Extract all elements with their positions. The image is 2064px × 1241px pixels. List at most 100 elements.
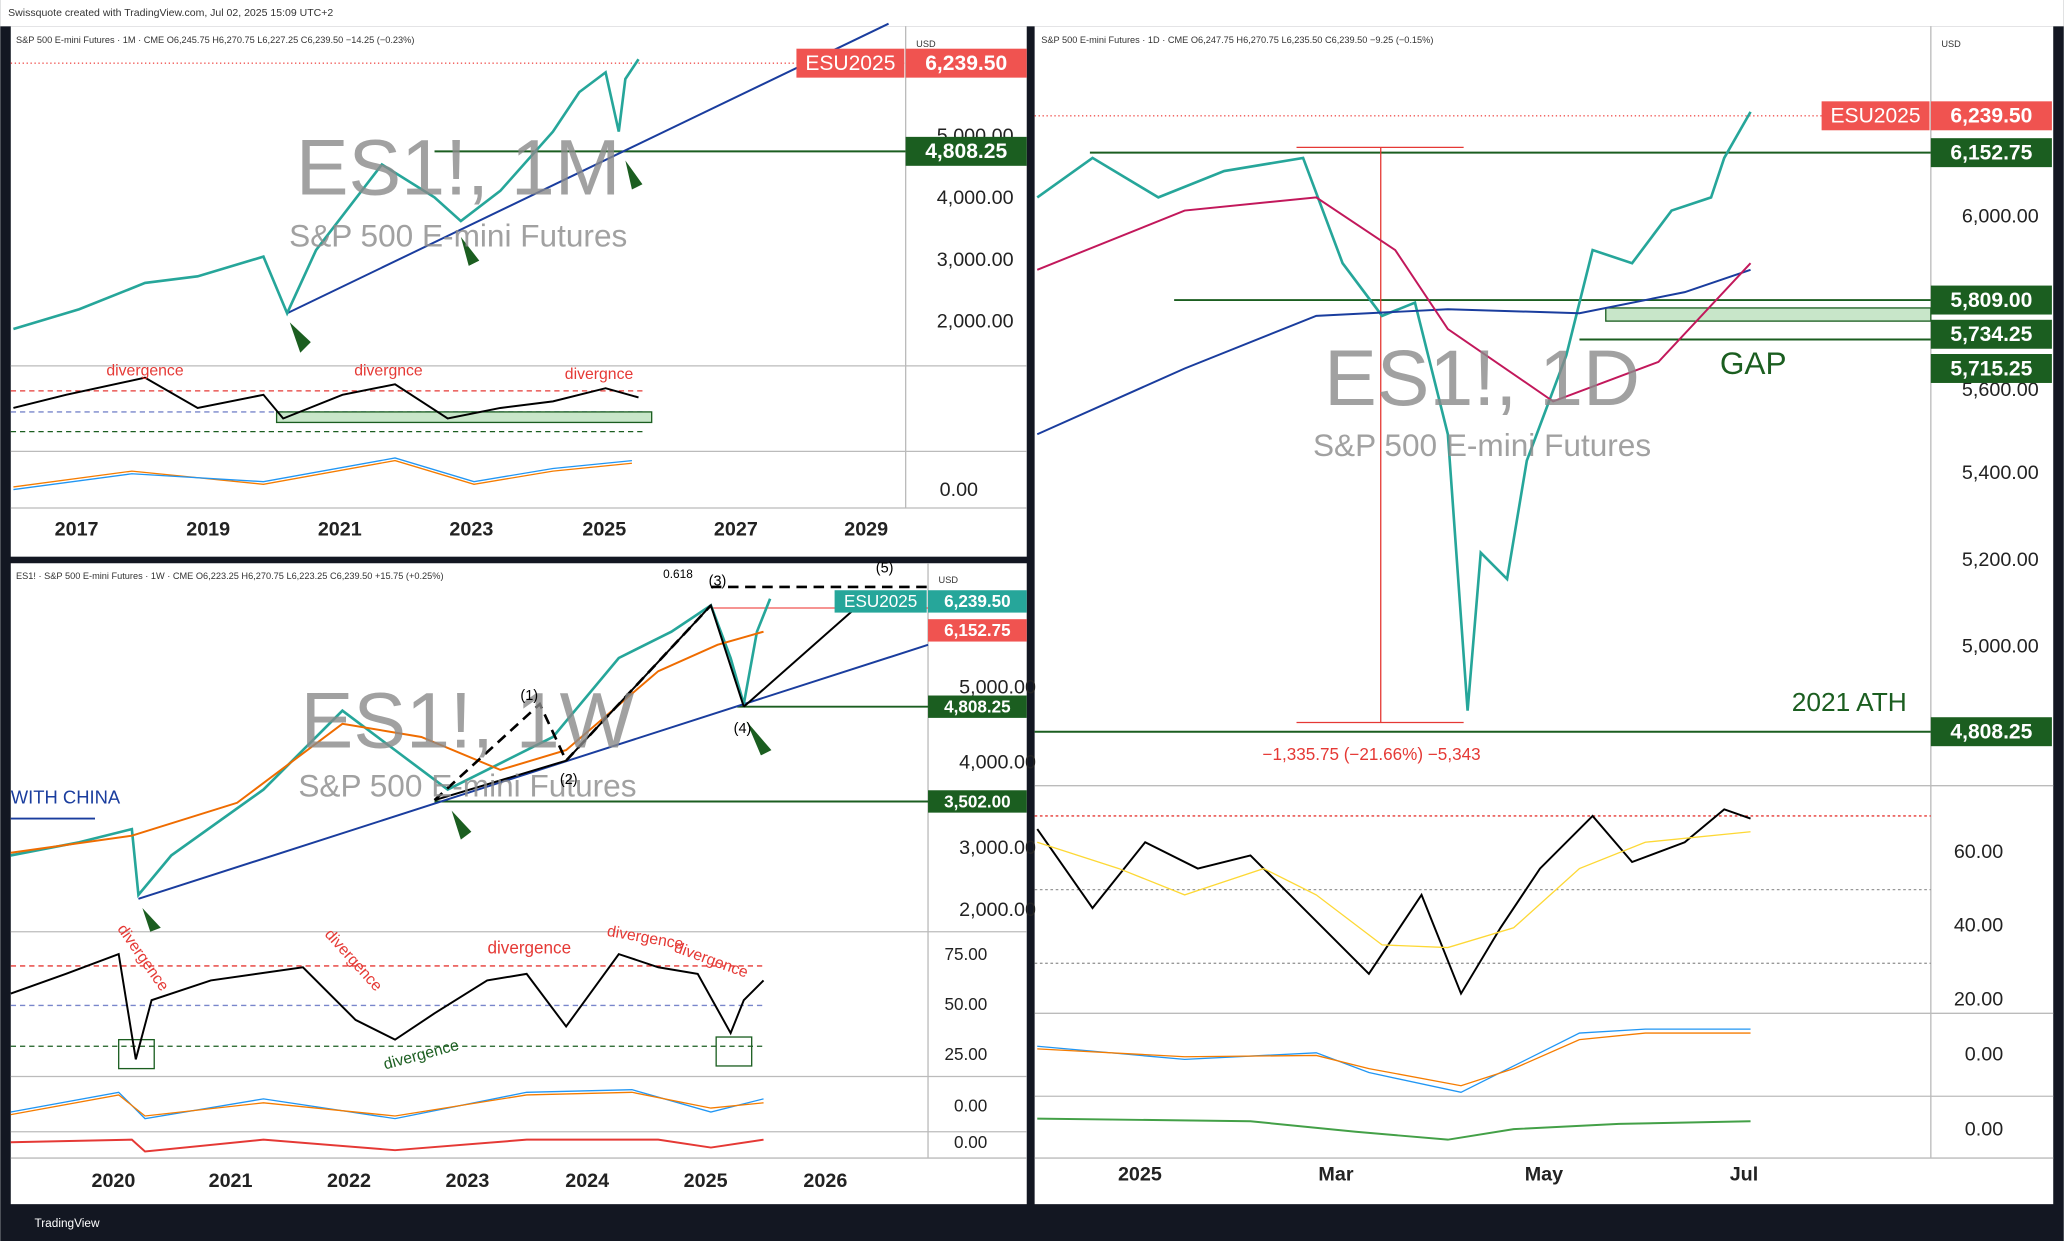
price-tick-label: 5,600.00 (1962, 379, 2039, 401)
price-label-box (905, 48, 1027, 78)
currency: USD (939, 575, 959, 585)
annotation: divergnce (354, 362, 423, 379)
symbol-label-box (1821, 101, 1930, 131)
time-tick-label: 2019 (186, 519, 230, 541)
watermark-sub: S&P 500 E-mini Futures (289, 218, 627, 254)
price-label: 3,502.00 (944, 792, 1011, 811)
price-tick-label: 2,000.00 (937, 311, 1014, 333)
price-tick-label: 5,000.00 (959, 676, 1036, 698)
symbol-label: ESU2025 (844, 592, 917, 611)
indicator-tick-label: 0.00 (940, 479, 978, 501)
price-label-box (928, 695, 1027, 718)
legend: ES1! · S&P 500 E-mini Futures · 1W · CME… (16, 571, 444, 581)
time-tick-label: 2021 (209, 1170, 253, 1192)
price-label: 6,239.50 (944, 592, 1011, 611)
symbol-label: ESU2025 (1831, 105, 1921, 128)
time-tick-label: 2024 (565, 1170, 609, 1192)
price-label: 4,808.25 (944, 698, 1011, 717)
symbol-label: ESU2025 (805, 52, 895, 75)
price-label-box (1930, 717, 2052, 747)
indicator-tick-label: 40.00 (1954, 915, 2003, 937)
annotation: (3) (709, 574, 727, 590)
indicator-tick-label: 75.00 (944, 945, 987, 964)
time-tick-label: 2027 (714, 519, 758, 541)
price-label-box (928, 590, 1027, 613)
watermark-sub: S&P 500 E-mini Futures (298, 768, 636, 804)
watermark: ES1!, 1M (296, 124, 621, 212)
drawings-1M (10, 22, 906, 491)
annotation: divergence (106, 362, 183, 379)
price-tick-label: 5,400.00 (1962, 462, 2039, 484)
price-label-box (1930, 285, 2052, 315)
price-label-box (905, 136, 1027, 166)
price-label: 5,809.00 (1950, 289, 2032, 312)
annotation: 0.618 (663, 567, 693, 581)
currency: USD (916, 39, 936, 49)
time-tick-label: 2023 (449, 519, 493, 541)
price-label: 6,152.75 (1950, 142, 2032, 165)
symbol-label-box (834, 590, 927, 613)
header-bar (0, 0, 2064, 27)
time-tick-label: Jul (1730, 1163, 1759, 1185)
price-label: 6,152.75 (944, 621, 1011, 640)
indicator-tick-label: 0.00 (954, 1096, 987, 1115)
panel-1W (10, 563, 1027, 1205)
time-tick-label: 2020 (91, 1170, 135, 1192)
annotation: divergnce (565, 366, 634, 383)
price-tick-label: 5,000.00 (1962, 636, 2039, 658)
price-label-box (1930, 354, 2052, 383)
indicator-tick-label: 0.00 (954, 1133, 987, 1152)
separators (10, 26, 2054, 1159)
annotation: (1) (520, 688, 538, 704)
price-label: 5,734.25 (1950, 323, 2032, 346)
time-tick-label: 2025 (684, 1170, 728, 1192)
price-tick-label: 6,000.00 (1962, 205, 2039, 227)
annotation: (5) (876, 560, 894, 576)
price-label-box (1930, 138, 2052, 168)
price-label: 6,239.50 (925, 52, 1007, 75)
time-tick-label: 2025 (582, 519, 626, 541)
header: Swissquote created with TradingView.com,… (8, 7, 333, 19)
annotation: GAP (1720, 345, 1787, 381)
indicator-tick-label: 0.00 (1965, 1119, 2003, 1141)
price-label-box (928, 790, 1027, 813)
legend: S&P 500 E-mini Futures · 1M · CME O6,245… (16, 35, 414, 45)
price-tick-label: 3,000.00 (959, 837, 1036, 859)
annotation: 2021 ATH (1792, 687, 1907, 717)
footer: TradingView (34, 1216, 100, 1230)
price-tick-label: 4,000.00 (959, 752, 1036, 774)
time-tick-label: 2022 (327, 1170, 371, 1192)
price-label: 4,808.25 (1950, 721, 2032, 744)
time-tick-label: 2029 (844, 519, 888, 541)
annotation: (4) (734, 721, 752, 737)
panel-1D (1034, 26, 2054, 1205)
annotation: −1,335.75 (−21.66%) −5,343 (1262, 745, 1480, 764)
time-tick-label: 2025 (1118, 1163, 1162, 1185)
symbol-label-box (796, 48, 905, 78)
price-tick-label: 2,000.00 (959, 899, 1036, 921)
price-label: 6,239.50 (1950, 105, 2032, 128)
price-tick-label: 4,000.00 (937, 187, 1014, 209)
time-tick-label: May (1525, 1163, 1563, 1185)
drawings-1D (1034, 111, 1932, 1141)
time-tick-label: 2026 (803, 1170, 847, 1192)
annotation: divergence (487, 938, 571, 957)
price-label: 5,715.25 (1950, 357, 2032, 380)
time-tick-label: Mar (1318, 1163, 1353, 1185)
indicator-tick-label: 50.00 (944, 995, 987, 1014)
indicator-tick-label: 20.00 (1954, 988, 2003, 1010)
price-label-box (1930, 319, 2052, 349)
watermark-sub: S&P 500 E-mini Futures (1313, 427, 1651, 463)
price-tick-label: 5,200.00 (1962, 549, 2039, 571)
legend: S&P 500 E-mini Futures · 1D · CME O6,247… (1041, 35, 1433, 45)
time-tick-label: 2023 (445, 1170, 489, 1192)
panel-1M (10, 26, 1027, 557)
price-label-box (928, 619, 1027, 642)
price-tick-label: 3,000.00 (937, 249, 1014, 271)
indicator-tick-label: 25.00 (944, 1045, 987, 1064)
annotation: (2) (560, 772, 578, 788)
annotation: WITH CHINA (11, 787, 121, 808)
watermark: ES1!, 1W (301, 676, 635, 764)
